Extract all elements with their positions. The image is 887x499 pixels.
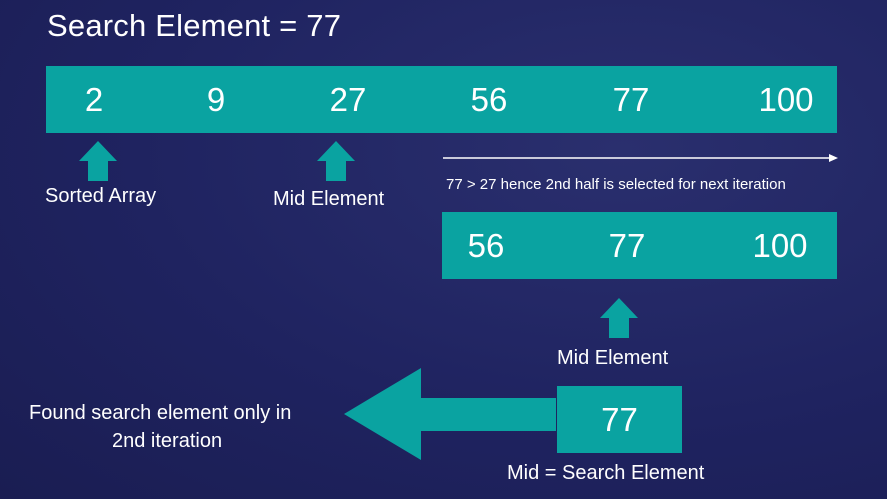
up-arrow-icon: [79, 141, 117, 181]
array-cell: 2: [84, 80, 104, 118]
right-arrow-icon: [443, 154, 838, 162]
array-cell: 9: [206, 80, 226, 118]
array-cell: 56: [467, 226, 505, 264]
half-array-bar: 56 77 100: [442, 212, 837, 279]
array-cell: 77: [608, 226, 646, 264]
sorted-array-bar: 2 9 27 56 77 100: [46, 66, 837, 133]
found-text-line1: Found search element only in: [29, 402, 292, 424]
array-cell: 27: [329, 80, 367, 118]
array-cell: 100: [752, 226, 808, 264]
mid-element-label: Mid Element: [557, 347, 669, 369]
found-text-line2: 2nd iteration: [112, 430, 223, 452]
array-cell: 56: [470, 80, 508, 118]
mid-element-label: Mid Element: [273, 188, 385, 210]
mid-value: 77: [601, 400, 638, 438]
mid-box: 77: [557, 386, 682, 453]
big-left-arrow-icon: [344, 368, 556, 460]
up-arrow-icon: [317, 141, 355, 181]
mid-equals-label: Mid = Search Element: [507, 462, 705, 484]
sorted-array-label: Sorted Array: [45, 185, 157, 207]
up-arrow-icon: [600, 298, 638, 338]
array-cell: 100: [758, 80, 814, 118]
iteration-note: 77 > 27 hence 2nd half is selected for n…: [446, 176, 786, 193]
array-cell: 77: [612, 80, 650, 118]
page-title: Search Element = 77: [47, 8, 342, 43]
